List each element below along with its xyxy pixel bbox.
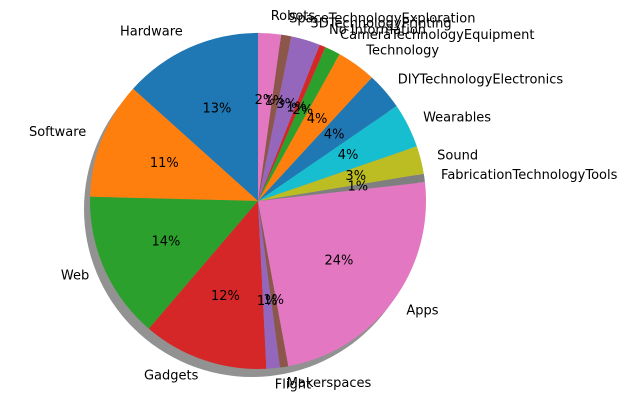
pie-slice-technology (258, 54, 372, 201)
slice-pct-flight: 1% (257, 294, 278, 309)
slice-label-diytechnologyelectronics: DIYTechnologyElectronics (398, 73, 564, 88)
slice-label-cameratechnologyequipment: CameraTechnologyEquipment (340, 28, 534, 43)
slice-pct-diytechnologyelectronics: 4% (324, 128, 345, 143)
pie-slice-fabricationtechnologytools (258, 173, 425, 201)
slice-label-wearables: Wearables (423, 110, 491, 125)
slice-label-robots: Robots (271, 9, 316, 24)
slice-pct-3dtechnologyprinting: 3% (276, 97, 297, 112)
slice-pct-makerspaces: 1% (263, 293, 284, 308)
slice-label-no-information: No Information (329, 23, 426, 38)
pie-slice-no-information (258, 44, 326, 202)
slice-label-hardware: Hardware (120, 25, 183, 40)
slice-label-3dtechnologyprinting: 3DTechnologyPrinting (310, 16, 451, 31)
pie-slice-sound (258, 146, 424, 201)
slice-label-sound: Sound (437, 148, 478, 163)
pie-slice-spacetechnologyexploration (258, 34, 292, 202)
pie-slices (89, 33, 427, 370)
pie-slice-hardware (133, 33, 258, 201)
pie-slice-gadgets (148, 201, 267, 370)
pie-slice-wearables (258, 106, 417, 201)
slice-label-makerspaces: Makerspaces (287, 376, 372, 391)
slice-pct-apps: 24% (324, 254, 353, 269)
slice-pct-web: 14% (151, 235, 180, 250)
pie-slice-apps (258, 182, 427, 367)
pie-slice-makerspaces (258, 201, 289, 368)
slice-label-web: Web (61, 269, 89, 284)
slice-pct-spacetechnologyexploration: 1% (265, 94, 286, 109)
slice-pct-wearables: 4% (338, 148, 359, 163)
slice-label-gadgets: Gadgets (144, 368, 199, 383)
slice-pct-robots: 2% (255, 93, 276, 108)
slice-pct-hardware: 13% (203, 101, 232, 116)
slice-pct-gadgets: 12% (211, 289, 240, 304)
slice-label-fabricationtechnologytools: FabricationTechnologyTools (441, 168, 618, 183)
pie-slice-3dtechnologyprinting (258, 36, 320, 201)
pie-slice-diytechnologyelectronics (258, 77, 397, 201)
slice-pct-no-information: 1% (286, 100, 307, 115)
slice-pct-cameratechnologyequipment: 2% (292, 103, 313, 118)
pie-slice-web (89, 196, 258, 329)
pie-slice-robots (258, 33, 282, 201)
slice-pct-technology: 4% (307, 112, 328, 127)
slice-pct-software: 11% (150, 156, 179, 171)
slice-pct-fabricationtechnologytools: 1% (348, 180, 369, 195)
slice-label-software: Software (29, 125, 86, 140)
pie-slice-flight (258, 201, 281, 369)
slice-label-apps: Apps (406, 304, 438, 319)
slice-label-technology: Technology (365, 44, 439, 59)
slice-label-flight: Flight (275, 378, 311, 393)
slice-label-spacetechnologyexploration: SpaceTechnologyExploration (289, 11, 475, 26)
pie-slice-cameratechnologyequipment (258, 47, 340, 201)
pie-slice-software (90, 88, 258, 201)
pie-labels: Hardware 13% Software 11% Web 14% Gadgets 12% Fl… (29, 9, 618, 392)
slice-pct-sound: 3% (345, 169, 366, 184)
